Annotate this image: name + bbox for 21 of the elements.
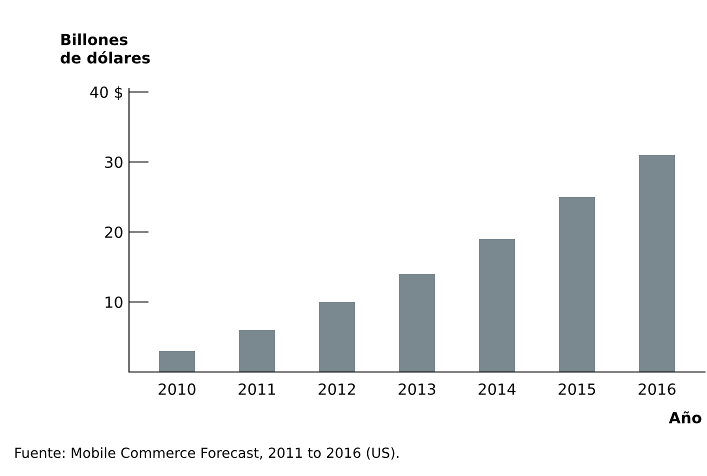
source-note: Fuente: Mobile Commerce Forecast, 2011 to 2016 (US). bbox=[15, 447, 398, 460]
x-axis-title: Año bbox=[668, 411, 702, 424]
bar bbox=[159, 351, 195, 372]
x-tick-label: 2010 bbox=[158, 383, 196, 395]
bar bbox=[639, 155, 675, 372]
x-tick-label: 2011 bbox=[238, 383, 276, 395]
bar bbox=[559, 197, 595, 372]
bar bbox=[479, 239, 515, 372]
y-axis-title: Billones de dólares bbox=[60, 33, 150, 64]
y-tick-label: 30 bbox=[105, 156, 122, 168]
x-tick-label: 2012 bbox=[318, 383, 355, 395]
y-tick-label: 40 $ bbox=[90, 86, 122, 100]
y-tick-label: 10 bbox=[106, 296, 122, 308]
x-tick-label: 2016 bbox=[638, 383, 676, 395]
bar bbox=[399, 274, 435, 372]
x-tick-label: 2013 bbox=[398, 383, 436, 395]
x-tick-label: 2015 bbox=[558, 383, 596, 395]
bar bbox=[239, 330, 275, 372]
y-tick-label: 20 bbox=[105, 226, 122, 238]
bar bbox=[319, 302, 355, 372]
x-tick-label: 2014 bbox=[478, 383, 516, 395]
